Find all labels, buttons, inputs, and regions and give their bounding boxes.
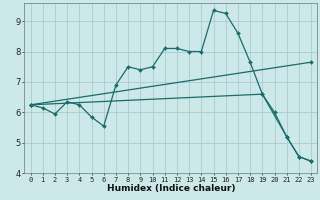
X-axis label: Humidex (Indice chaleur): Humidex (Indice chaleur) [107,184,235,193]
